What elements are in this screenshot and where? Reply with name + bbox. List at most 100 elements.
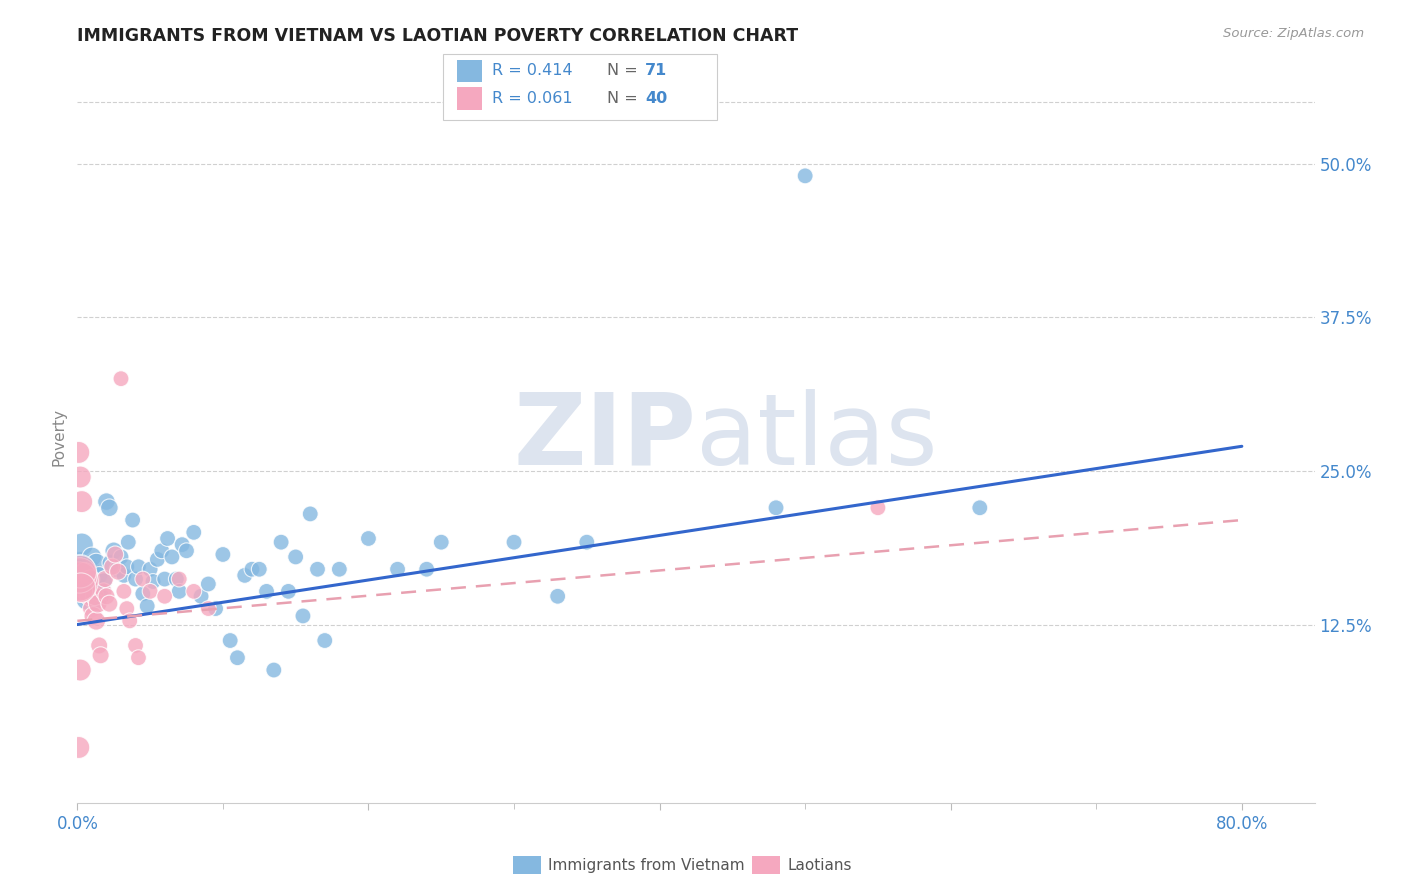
Point [79,572,101,586]
Point [104,548,127,562]
Point [90,648,112,663]
Point [83,593,105,607]
Point [277,584,299,599]
Text: ZIP: ZIP [513,389,696,485]
Point [98,597,121,611]
Point [90,589,112,603]
Text: atlas: atlas [696,389,938,485]
Point [127,650,149,665]
Point [79,562,101,576]
Text: Laotians: Laotians [787,858,852,872]
Point [73,565,96,579]
Text: IMMIGRANTS FROM VIETNAM VS LAOTIAN POVERTY CORRELATION CHART: IMMIGRANTS FROM VIETNAM VS LAOTIAN POVER… [77,27,799,45]
Point [240,562,263,576]
Point [142,574,165,589]
Text: 71: 71 [645,63,668,78]
Point [270,535,292,549]
Point [110,372,132,386]
Point [233,568,256,582]
Point [575,535,598,549]
Point [139,584,162,599]
Point [197,601,219,615]
Point [70,581,93,595]
Point [136,599,159,613]
Point [117,535,139,549]
Point [284,549,307,564]
Point [121,513,143,527]
Point [76,577,98,591]
Point [69,663,91,677]
Point [307,562,329,576]
Point [132,572,155,586]
Point [430,535,453,549]
Point [219,633,242,648]
Point [153,572,176,586]
Point [118,614,141,628]
Point [197,577,219,591]
Point [77,568,100,582]
Point [101,559,124,574]
Point [70,538,93,552]
Point [112,584,135,599]
Point [314,633,336,648]
Point [110,549,132,564]
Point [127,559,149,574]
Point [124,572,146,586]
Point [167,584,190,599]
Point [72,562,94,576]
Point [98,500,121,515]
Point [75,584,97,599]
Point [67,574,90,589]
Point [76,581,98,595]
Point [103,543,125,558]
Point [247,562,270,576]
Text: R = 0.061: R = 0.061 [492,91,572,106]
Point [256,584,278,599]
Point [93,584,115,599]
Point [69,568,91,582]
Point [70,494,93,508]
Point [115,601,138,615]
Point [67,445,90,459]
Point [112,568,135,582]
Point [153,589,176,603]
Point [150,543,173,558]
Point [204,601,226,615]
Point [67,740,90,755]
Point [146,552,169,566]
Point [291,609,314,624]
Point [357,532,380,546]
Point [72,577,94,591]
Point [83,589,105,603]
Text: R = 0.414: R = 0.414 [492,63,572,78]
Point [765,500,787,515]
Point [82,609,104,624]
Point [70,584,93,599]
Point [84,614,107,628]
Point [794,169,817,183]
Text: N =: N = [607,63,644,78]
Point [69,556,91,570]
Point [115,559,138,574]
Point [69,568,91,582]
Point [156,532,179,546]
Point [263,663,285,677]
Point [89,568,111,582]
Point [69,470,91,484]
Text: Immigrants from Vietnam: Immigrants from Vietnam [548,858,745,872]
Point [67,574,90,589]
Point [547,589,569,603]
Point [93,574,115,589]
Point [96,494,118,508]
Point [183,584,205,599]
Point [86,581,108,595]
Point [89,639,111,653]
Point [176,543,198,558]
Y-axis label: Poverty: Poverty [51,408,66,467]
Point [77,589,100,603]
Point [80,601,103,615]
Point [387,562,409,576]
Text: Source: ZipAtlas.com: Source: ZipAtlas.com [1223,27,1364,40]
Point [96,589,118,603]
Point [866,500,889,515]
